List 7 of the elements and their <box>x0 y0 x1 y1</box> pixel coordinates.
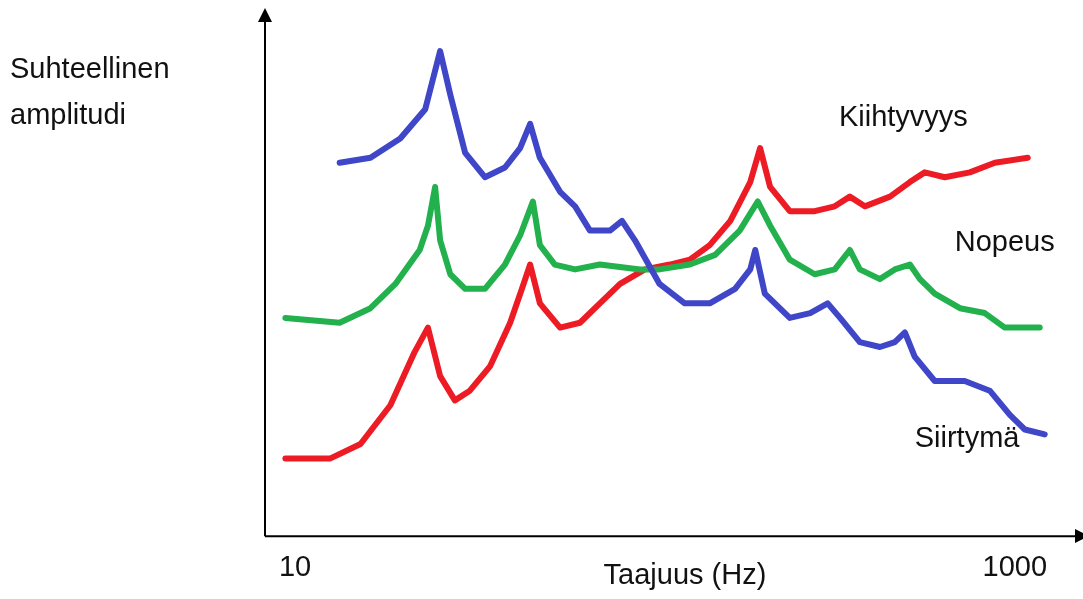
series-label: Siirtymä <box>914 421 1021 454</box>
y-axis-title: Suhteellinen amplitudi <box>10 51 171 132</box>
series-label: Kiihtyvyys <box>838 99 968 132</box>
x-tick-label: 1000 <box>982 549 1048 582</box>
x-axis-title: Taajuus (Hz) <box>603 558 767 591</box>
series-label: Nopeus <box>954 224 1055 257</box>
x-tick-label: 10 <box>278 549 312 582</box>
